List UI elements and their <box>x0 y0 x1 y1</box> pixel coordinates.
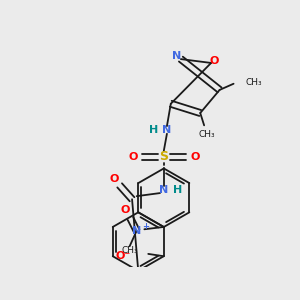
Text: O: O <box>190 152 200 162</box>
Text: N: N <box>162 125 172 135</box>
Text: N: N <box>172 51 182 61</box>
Text: O: O <box>129 152 138 162</box>
Text: CH₃: CH₃ <box>198 130 215 139</box>
Text: O: O <box>120 205 130 215</box>
Text: N: N <box>132 226 141 236</box>
Text: +: + <box>142 223 149 232</box>
Text: O⁻: O⁻ <box>115 251 130 261</box>
Text: S: S <box>159 150 168 164</box>
Text: CH₃: CH₃ <box>245 78 262 87</box>
Text: H: H <box>173 185 182 195</box>
Text: O: O <box>209 56 219 66</box>
Text: H: H <box>149 125 158 135</box>
Text: O: O <box>110 174 119 184</box>
Text: CH₃: CH₃ <box>122 246 138 255</box>
Text: N: N <box>159 185 169 195</box>
